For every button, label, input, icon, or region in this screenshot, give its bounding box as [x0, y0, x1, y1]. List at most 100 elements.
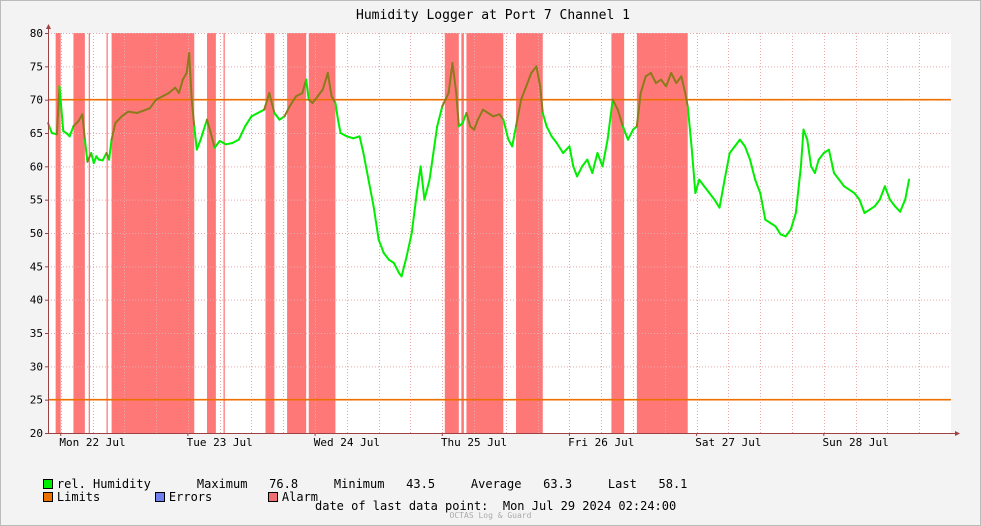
series-segment: [576, 165, 584, 178]
series-segment: [774, 225, 782, 236]
alarm-band: [206, 33, 216, 433]
y-tick-label: 50: [30, 227, 43, 240]
series-segment: [649, 72, 657, 84]
series-segment: [621, 125, 629, 141]
series-segment: [288, 95, 298, 108]
series-segment: [708, 192, 716, 201]
x-tick-label: Thu 25 Jul: [441, 436, 507, 449]
series-segment: [447, 62, 454, 94]
series-segment: [476, 108, 484, 121]
series-segment: [316, 88, 324, 98]
series-segment: [362, 152, 370, 181]
y-tick-label: 25: [30, 394, 43, 407]
stat-min-value: 43.5: [406, 477, 436, 491]
series-segment: [148, 98, 158, 110]
series-segment: [81, 113, 86, 141]
series-segment: [733, 138, 741, 148]
series-segment: [72, 120, 80, 128]
y-tick-label: 80: [30, 27, 43, 40]
series-segment: [759, 192, 767, 221]
series-segment: [114, 115, 123, 124]
series-segment: [193, 125, 198, 151]
series-segment: [596, 152, 604, 168]
series-segment: [848, 188, 856, 194]
series-segment: [873, 198, 881, 208]
series-segment: [639, 75, 647, 94]
stat-min-label: Minimum: [333, 477, 385, 491]
series-layer: [47, 52, 911, 278]
series-segment: [436, 105, 444, 128]
series-segment: [345, 135, 355, 140]
series-segment: [843, 185, 851, 191]
legend-swatch-limits: [42, 492, 53, 502]
series-segment: [616, 108, 624, 128]
series-segment: [888, 198, 897, 208]
series-segment: [863, 208, 871, 214]
series-segment: [68, 125, 75, 138]
stat-last: Last 58.1: [579, 463, 688, 505]
series-segment: [155, 95, 164, 101]
series-segment: [644, 72, 652, 78]
series-segment: [718, 178, 726, 209]
series-segment: [465, 112, 472, 128]
series-segment: [400, 255, 408, 278]
series-segment: [415, 165, 422, 194]
legend-alarm: Alarm: [239, 476, 318, 518]
series-segment: [473, 118, 479, 131]
series-segment: [181, 72, 188, 81]
series-segment: [492, 113, 501, 118]
series-segment: [904, 178, 911, 201]
series-segment: [455, 92, 460, 128]
axes-layer: [45, 24, 960, 436]
series-segment: [794, 165, 802, 214]
series-segment: [586, 158, 594, 174]
series-segment: [601, 138, 609, 168]
alarm-band: [55, 33, 61, 433]
legend-limits: Limits: [14, 476, 100, 518]
series-segment: [511, 125, 518, 148]
alarm-band: [444, 33, 459, 433]
series-segment: [423, 178, 431, 201]
series-segment: [326, 72, 333, 98]
legend-swatch-humidity: [42, 479, 53, 489]
series-segment: [520, 85, 528, 101]
series-segment: [321, 72, 329, 91]
series-segment: [838, 178, 846, 188]
series-segment: [817, 152, 825, 161]
series-segment: [334, 102, 339, 121]
series-segment: [205, 118, 212, 134]
series-segment: [461, 112, 468, 124]
series-segment: [635, 92, 642, 128]
legend-swatch-alarm: [267, 492, 278, 502]
x-tick-label: Mon 22 Jul: [59, 436, 125, 449]
x-tick-labels: Mon 22 Jul Tue 23 Jul Wed 24 Jul Thu 25 Jul…: [59, 436, 888, 449]
y-tick-label: 60: [30, 160, 43, 173]
y-tick-label: 30: [30, 360, 43, 373]
series-segment: [581, 158, 589, 168]
series-segment: [799, 128, 805, 168]
y-tick-label: 20: [30, 427, 43, 440]
series-segment: [330, 95, 337, 104]
series-segment: [83, 138, 89, 163]
credit-text: OCTAS Log & Guard: [449, 511, 532, 520]
series-segment: [611, 98, 619, 111]
series-segment: [562, 145, 571, 154]
series-segment: [572, 165, 579, 178]
stat-max-label: Maximum: [196, 477, 248, 491]
series-segment: [539, 85, 544, 114]
alarm-band: [265, 33, 275, 433]
series-segment: [387, 258, 395, 264]
stat-minimum: Minimum 43.5: [305, 463, 435, 505]
series-segment: [190, 98, 196, 128]
series-segment: [555, 142, 565, 154]
series-segment: [665, 72, 673, 88]
series-segment: [101, 152, 108, 162]
series-segment: [58, 85, 65, 132]
series-segment: [231, 138, 240, 144]
stat-last-label: Last: [607, 477, 637, 491]
y-tick-label: 65: [30, 127, 43, 140]
series-segment: [136, 107, 151, 114]
series-segment: [894, 205, 902, 213]
series-segment: [428, 152, 435, 181]
series-segment: [339, 132, 348, 138]
